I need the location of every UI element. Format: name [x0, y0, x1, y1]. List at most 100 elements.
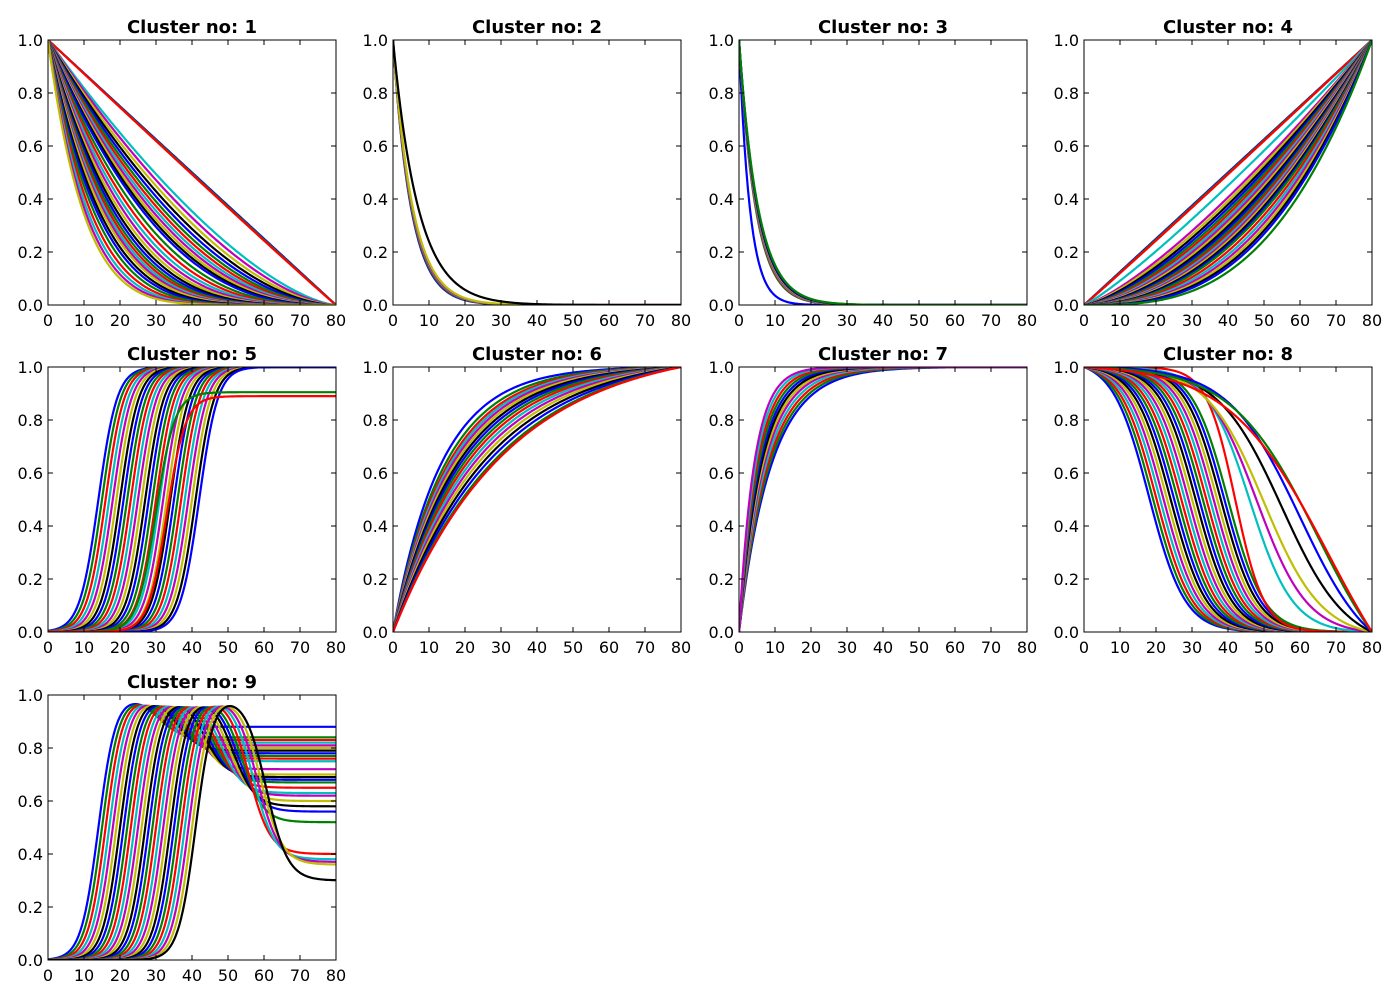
y-tick-label: 0.8	[709, 411, 734, 430]
x-tick-label: 10	[419, 638, 439, 657]
x-tick-label: 0	[1079, 311, 1089, 330]
series-line	[393, 40, 681, 305]
series-line	[739, 40, 1027, 305]
series-line	[48, 40, 336, 305]
y-tick-label: 0.0	[1054, 296, 1079, 315]
y-tick-label: 1.0	[363, 358, 388, 377]
x-tick-label: 60	[945, 311, 965, 330]
y-tick-label: 0.6	[363, 464, 388, 483]
series-line	[1084, 40, 1372, 305]
cluster-panel-6: Cluster no: 6 0 10 20 30 40 50 60 70 80 0.0 0.2 0.4 0…	[363, 344, 692, 657]
series-line	[1084, 40, 1372, 305]
x-tick-label: 60	[599, 638, 619, 657]
y-tick-label: 1.0	[18, 686, 43, 705]
series-line	[1084, 367, 1372, 632]
panel-title: Cluster no: 6	[472, 344, 602, 365]
cluster-panel-2: Cluster no: 2 0 10 20 30 40 50 60 70 80 0.0 0.2 0.4 0…	[363, 17, 692, 330]
y-tick-label: 0.0	[363, 296, 388, 315]
series-line	[739, 40, 1027, 305]
y-tick-label: 0.6	[18, 792, 43, 811]
x-tick-label: 60	[945, 638, 965, 657]
series-line	[739, 40, 1027, 305]
x-tick-label: 70	[290, 966, 310, 985]
series-group	[739, 40, 1027, 305]
x-tick-label: 80	[326, 638, 346, 657]
y-tick-label: 0.4	[18, 190, 43, 209]
y-tick-label: 0.2	[1054, 243, 1079, 262]
series-line	[48, 40, 336, 305]
x-tick-label: 70	[290, 311, 310, 330]
x-tick-label: 0	[734, 311, 744, 330]
x-tick-label: 50	[909, 311, 929, 330]
y-tick-label: 0.4	[18, 845, 43, 864]
series-line	[739, 40, 1027, 305]
x-tick-label: 50	[218, 966, 238, 985]
x-tick-label: 80	[1362, 311, 1382, 330]
x-tick-label: 40	[873, 311, 893, 330]
series-line	[393, 40, 681, 305]
series-line	[48, 705, 336, 960]
x-tick-label: 10	[1110, 311, 1130, 330]
axes-frame	[392, 39, 682, 306]
x-tick-label: 30	[146, 966, 166, 985]
y-tick-label: 0.8	[1054, 411, 1079, 430]
x-tick-label: 80	[1362, 638, 1382, 657]
x-tick-label: 20	[1146, 311, 1166, 330]
y-tick-label: 0.2	[709, 570, 734, 589]
y-tick-label: 0.6	[1054, 464, 1079, 483]
y-tick-label: 0.8	[1054, 84, 1079, 103]
series-line	[48, 40, 336, 305]
series-line	[1084, 40, 1372, 305]
series-line	[739, 40, 1027, 305]
series-group	[393, 367, 681, 632]
x-tick-label: 80	[326, 966, 346, 985]
panel-title: Cluster no: 7	[818, 344, 948, 365]
y-tick-label: 0.2	[363, 570, 388, 589]
cluster-panel-3: Cluster no: 3 0 10 20 30 40 50 60 70 80 0.0 0.2 0.4 0…	[709, 17, 1038, 330]
y-tick-label: 0.2	[709, 243, 734, 262]
x-tick-label: 80	[671, 311, 691, 330]
x-tick-label: 20	[110, 311, 130, 330]
y-tick-label: 0.6	[709, 464, 734, 483]
y-tick-label: 0.0	[363, 623, 388, 642]
series-line	[393, 40, 681, 305]
x-tick-label: 80	[1017, 638, 1037, 657]
x-tick-label: 30	[837, 311, 857, 330]
y-tick-label: 0.8	[18, 411, 43, 430]
x-tick-label: 20	[1146, 638, 1166, 657]
y-tick-label: 1.0	[709, 31, 734, 50]
x-tick-label: 60	[254, 311, 274, 330]
x-tick-label: 30	[146, 638, 166, 657]
series-line	[48, 40, 336, 305]
y-tick-label: 1.0	[1054, 358, 1079, 377]
x-tick-label: 40	[527, 311, 547, 330]
series-line	[48, 40, 336, 305]
y-tick-label: 0.4	[709, 190, 734, 209]
x-tick-label: 70	[635, 311, 655, 330]
x-tick-label: 50	[1254, 311, 1274, 330]
y-tick-label: 0.2	[18, 570, 43, 589]
series-line	[739, 40, 1027, 305]
x-tick-label: 80	[1017, 311, 1037, 330]
x-tick-label: 50	[909, 638, 929, 657]
x-tick-label: 50	[218, 311, 238, 330]
x-tick-label: 50	[563, 638, 583, 657]
series-group	[739, 367, 1027, 632]
y-tick-label: 1.0	[18, 358, 43, 377]
panel-title: Cluster no: 5	[127, 344, 257, 365]
series-line	[739, 367, 1027, 632]
y-tick-label: 0.2	[363, 243, 388, 262]
cluster-panel-7: Cluster no: 7 0 10 20 30 40 50 60 70 80 0.0 0.2 0.4 0…	[709, 344, 1038, 657]
x-tick-label: 30	[837, 638, 857, 657]
y-tick-label: 0.6	[709, 137, 734, 156]
x-tick-label: 60	[1290, 638, 1310, 657]
series-line	[1084, 40, 1372, 305]
cluster-panels: Cluster no: 1 0 10 20 30 40 50 60 70 80 0.0 0.2 0.4 0…	[18, 17, 1383, 985]
y-tick-label: 0.2	[18, 898, 43, 917]
panel-title: Cluster no: 8	[1163, 344, 1293, 365]
series-line	[739, 40, 1027, 305]
series-group	[48, 40, 336, 305]
series-line	[1084, 367, 1372, 632]
y-tick-label: 0.0	[709, 623, 734, 642]
cluster-panel-1: Cluster no: 1 0 10 20 30 40 50 60 70 80 0.0 0.2 0.4 0…	[18, 17, 347, 330]
